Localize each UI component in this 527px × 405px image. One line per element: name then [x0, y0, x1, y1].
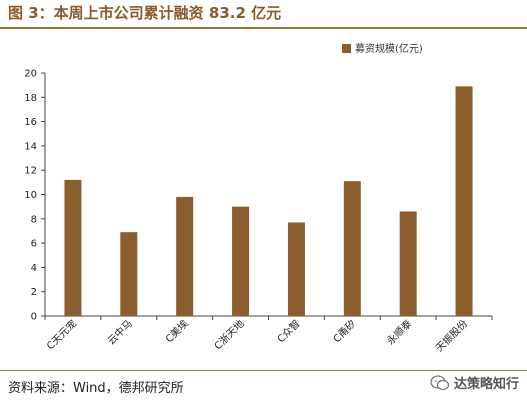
bar: [343, 181, 361, 316]
bar-chart: 募资规模(亿元) 0 2 4 6 8 10 12 14 16 18 20 C天元宠 云中马 C美埃 C浙天地…: [24, 42, 493, 354]
y-tick-label: 16: [24, 117, 37, 128]
bar: [455, 86, 473, 316]
bar: [176, 196, 194, 316]
watermark-text: 达策略知行: [453, 377, 519, 392]
title-divider: [0, 27, 527, 29]
legend-label: 募资规模(亿元): [355, 42, 423, 55]
x-tick-label: C甬矽: [330, 317, 358, 345]
x-tick-label: 天振股份: [433, 317, 470, 354]
chart-legend: 募资规模(亿元): [342, 42, 423, 55]
source-note: 资料来源：Wind，德邦研究所: [8, 381, 184, 396]
x-tick-label: C天元宠: [44, 317, 79, 352]
y-tick-label: 2: [31, 287, 37, 298]
chart-axes: [41, 72, 493, 320]
y-tick-label: 8: [31, 214, 37, 225]
chat-bubble-icon: [430, 374, 450, 390]
x-tick-label: 永顺泰: [384, 317, 414, 347]
chart-bars: [64, 86, 473, 316]
footer-divider: [0, 370, 527, 371]
bar: [232, 206, 250, 316]
y-tick-label: 10: [24, 190, 37, 201]
bar: [287, 222, 305, 316]
x-tick-label: C美埃: [163, 317, 191, 345]
watermark: 达策略知行: [430, 373, 519, 392]
bar: [399, 211, 417, 316]
page-title: 图 3：本周上市公司累计融资 83.2 亿元: [8, 4, 282, 22]
bar: [120, 232, 138, 316]
y-tick-label: 4: [31, 263, 37, 274]
x-tick-label: C众智: [274, 317, 302, 345]
bar: [64, 179, 82, 316]
y-tick-label: 6: [31, 239, 37, 250]
y-tick-label: 12: [24, 166, 37, 177]
x-tick-label: C浙天地: [211, 317, 246, 352]
y-tick-label: 18: [24, 93, 37, 104]
y-tick-label: 20: [24, 69, 37, 80]
y-tick-label: 0: [31, 312, 37, 323]
x-tick-label: 云中马: [105, 317, 135, 347]
y-tick-label: 14: [24, 141, 37, 152]
legend-swatch: [342, 44, 351, 53]
